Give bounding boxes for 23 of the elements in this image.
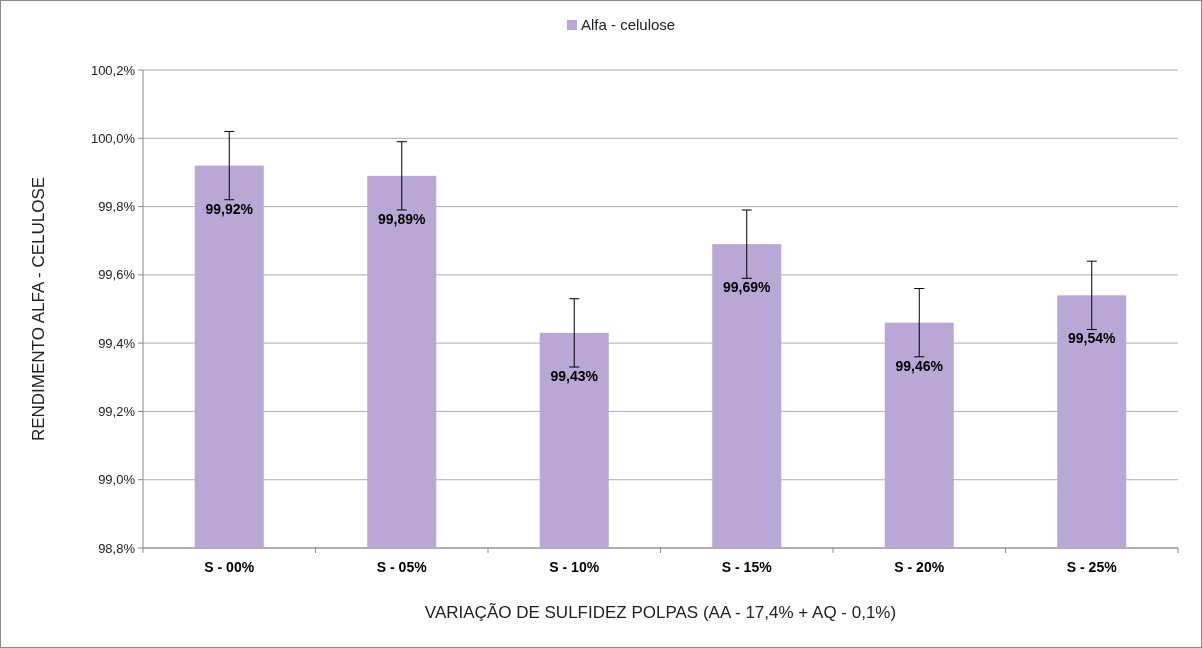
y-tick-label: 100,0% — [90, 130, 136, 146]
y-axis-title: RENDIMENTO ALFA - CELULOSE — [29, 176, 48, 442]
y-tick-label: 99,0% — [98, 472, 136, 488]
x-axis-title: VARIAÇÃO DE SULFIDEZ POLPAS (AA - 17,4% + AQ - 0,1%) — [424, 603, 897, 622]
y-tick-label: 99,4% — [98, 335, 136, 351]
x-tick-label: S - 05% — [376, 559, 428, 575]
data-label: 99,46% — [895, 357, 944, 374]
data-label: 99,69% — [723, 279, 772, 296]
data-label: 99,43% — [550, 367, 599, 384]
x-tick-label: S - 15% — [721, 559, 773, 575]
x-tick-label: S - 25% — [1066, 559, 1118, 575]
y-tick-label: 100,2% — [90, 62, 136, 78]
data-label: 99,54% — [1068, 330, 1117, 347]
x-tick-label: S - 10% — [549, 559, 600, 575]
data-label: 99,92% — [205, 200, 254, 217]
y-tick-label: 98,8% — [98, 540, 136, 556]
legend-label: Alfa - celulose — [581, 16, 676, 34]
y-tick-label: 99,8% — [98, 199, 136, 215]
x-tick-label: S - 00% — [204, 559, 255, 575]
data-label: 99,89% — [378, 210, 427, 227]
y-tick-label: 99,6% — [98, 267, 136, 283]
x-tick-label: S - 20% — [894, 559, 945, 575]
y-tick-label: 99,2% — [98, 403, 136, 419]
